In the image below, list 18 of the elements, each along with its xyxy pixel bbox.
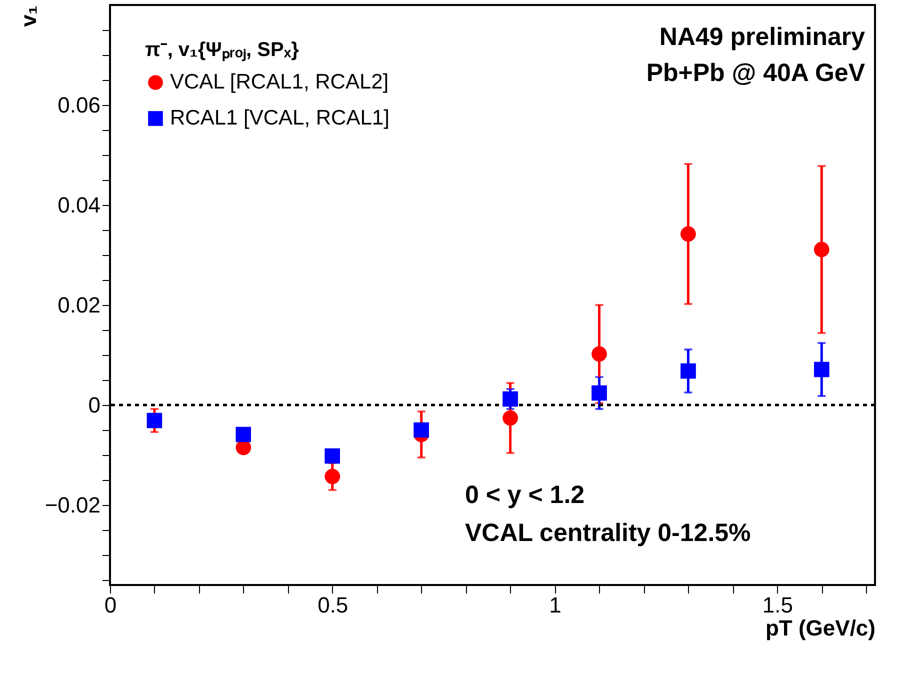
y-axis-title: v₁ [16, 6, 41, 27]
x-tick-label: 0 [104, 592, 117, 618]
annotation: NA49 preliminary [659, 23, 866, 51]
legend-label: RCAL1 [VCAL, RCAL1] [170, 106, 390, 130]
x-tick-label: 0.5 [318, 592, 348, 618]
y-tick-label: 0.06 [58, 92, 100, 118]
y-tick-label: 0.04 [58, 192, 100, 218]
y-tick-label: 0.02 [58, 292, 100, 318]
legend-title: π⁻, v₁{Ψₚᵣₒⱼ, SPₓ} [145, 39, 300, 62]
x-axis-title: pT (GeV/c) [765, 616, 876, 640]
y-tick-label: −0.02 [44, 492, 100, 518]
annotation: Pb+Pb @ 40A GeV [646, 59, 866, 87]
x-tick-label: 1 [549, 592, 562, 618]
y-tick-label: 0 [88, 392, 100, 418]
annotation: 0 < y < 1.2 [465, 481, 585, 509]
annotation: VCAL centrality 0-12.5% [465, 519, 751, 547]
legend-label: VCAL [RCAL1, RCAL2] [170, 70, 389, 94]
x-tick-label: 1.5 [762, 592, 793, 618]
